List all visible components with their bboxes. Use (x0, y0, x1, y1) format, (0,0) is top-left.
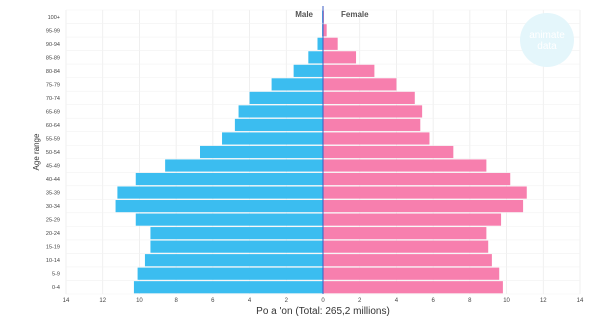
age-range-label: 70-74 (46, 96, 60, 102)
watermark-line-1: animate (529, 30, 565, 41)
age-range-label: 75-79 (46, 82, 60, 88)
x-tick-label: 12 (540, 298, 547, 304)
male-bar-5-9 (137, 267, 323, 280)
female-bar-25-29 (323, 213, 502, 226)
x-tick-label: 14 (63, 298, 70, 304)
bars (115, 10, 527, 294)
x-tick-label: 2 (285, 298, 289, 304)
age-range-label: 50-54 (46, 150, 60, 156)
age-range-label: 30-34 (46, 204, 60, 210)
male-bar-40-44 (135, 172, 323, 186)
female-bar-35-39 (323, 186, 527, 199)
male-bar-65-69 (238, 105, 323, 118)
x-tick-label: 4 (395, 298, 399, 304)
male-bar-85-89 (308, 51, 323, 64)
female-bar-0-4 (323, 281, 503, 294)
x-axis-tick-labels: 14 12 10 8 6 4 2 0 2 4 6 8 10 12 14 (63, 298, 584, 304)
female-bar-95-99 (323, 24, 327, 37)
age-range-label: 100+ (48, 15, 60, 21)
age-range-label: 80-84 (46, 69, 60, 75)
age-range-label: 55-59 (46, 136, 60, 142)
female-bar-70-74 (323, 91, 415, 104)
male-bar-50-54 (200, 145, 323, 159)
female-bar-75-79 (323, 78, 397, 91)
female-bar-45-49 (323, 159, 487, 172)
male-bar-25-29 (135, 213, 323, 226)
age-range-label: 85-89 (46, 55, 60, 61)
watermark-line-2: data (537, 41, 557, 52)
age-range-label: 0-4 (52, 285, 60, 291)
age-range-labels: 0-4 5-9 10-14 15-19 20-24 25-29 30-34 35-39 40-4… (46, 15, 60, 291)
female-bar-10-14 (323, 254, 492, 267)
x-tick-label: 14 (577, 298, 584, 304)
male-bar-55-59 (222, 132, 323, 145)
x-tick-label: 6 (211, 298, 215, 304)
x-tick-label: 2 (358, 298, 362, 304)
male-bar-15-19 (150, 240, 323, 253)
male-bar-10-14 (144, 254, 323, 267)
x-tick-label: 8 (174, 298, 178, 304)
female-bar-5-9 (323, 267, 500, 280)
x-axis-title: Po a 'on (Total: 265,2 millions) (256, 306, 390, 317)
female-bar-50-54 (323, 145, 454, 159)
age-range-label: 40-44 (46, 177, 60, 183)
age-range-label: 95-99 (46, 28, 60, 34)
age-range-label: 10-14 (46, 258, 60, 264)
male-bar-0-4 (133, 281, 323, 294)
female-bar-65-69 (323, 105, 423, 118)
age-range-label: 20-24 (46, 231, 60, 237)
x-tick-label: 0 (321, 298, 325, 304)
male-series-label: Male (295, 10, 313, 19)
female-bar-90-94 (323, 37, 338, 50)
x-tick-label: 10 (503, 298, 510, 304)
male-bar-60-64 (234, 118, 323, 132)
age-range-label: 65-69 (46, 109, 60, 115)
female-bar-30-34 (323, 200, 524, 213)
age-range-label: 15-19 (46, 245, 60, 251)
x-tick-label: 6 (431, 298, 435, 304)
age-range-label: 35-39 (46, 191, 60, 197)
female-series-label: Female (341, 10, 369, 19)
male-bar-70-74 (249, 91, 323, 104)
x-tick-label: 8 (468, 298, 472, 304)
age-range-label: 60-64 (46, 123, 60, 129)
male-bar-20-24 (150, 227, 323, 240)
male-bar-45-49 (165, 159, 323, 172)
female-bar-15-19 (323, 240, 489, 253)
female-bar-60-64 (323, 118, 421, 132)
female-bar-40-44 (323, 172, 511, 186)
age-range-label: 25-29 (46, 218, 60, 224)
female-bar-20-24 (323, 227, 487, 240)
y-axis-title: Age range (32, 133, 41, 170)
age-range-label: 45-49 (46, 164, 60, 170)
male-bar-75-79 (271, 78, 323, 91)
age-range-label: 5-9 (52, 272, 60, 278)
x-tick-label: 4 (248, 298, 252, 304)
age-range-label: 90-94 (46, 42, 60, 48)
male-bar-35-39 (117, 186, 324, 199)
female-bar-85-89 (323, 51, 357, 64)
x-tick-label: 10 (136, 298, 143, 304)
female-bar-55-59 (323, 132, 430, 145)
male-bar-80-84 (293, 64, 323, 77)
male-bar-90-94 (317, 37, 323, 50)
animate-data-watermark-logo: animate data (520, 13, 574, 67)
male-bar-30-34 (115, 200, 323, 213)
female-bar-80-84 (323, 64, 375, 77)
x-tick-label: 12 (99, 298, 106, 304)
